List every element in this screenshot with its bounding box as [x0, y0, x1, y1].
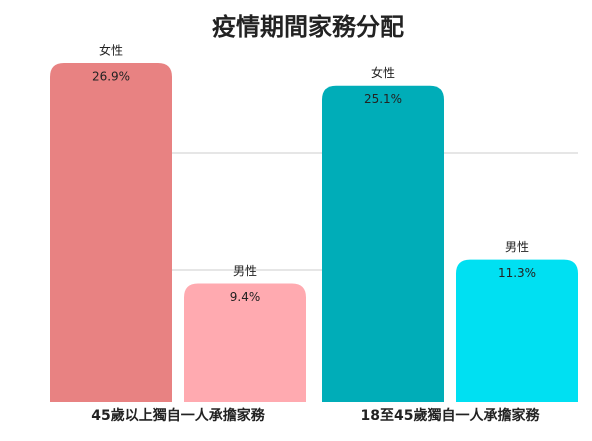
x-tick-label: 45歲以上獨自一人承擔家務: [91, 407, 265, 424]
chart-title: 疫情期間家務分配: [212, 13, 404, 41]
series-label: 女性: [99, 43, 123, 58]
series-label: 男性: [505, 240, 529, 254]
x-tick-label: 18至45歲獨自一人承擔家務: [361, 407, 541, 424]
bar: [50, 63, 172, 403]
series-label: 男性: [233, 264, 257, 278]
value-label: 11.3%: [498, 266, 536, 280]
value-label: 26.9%: [92, 70, 130, 84]
value-label: 9.4%: [230, 290, 261, 304]
bar: [184, 283, 306, 402]
bar: [456, 259, 578, 402]
bar: [322, 85, 444, 403]
value-label: 25.1%: [364, 92, 402, 106]
series-label: 女性: [371, 65, 395, 80]
